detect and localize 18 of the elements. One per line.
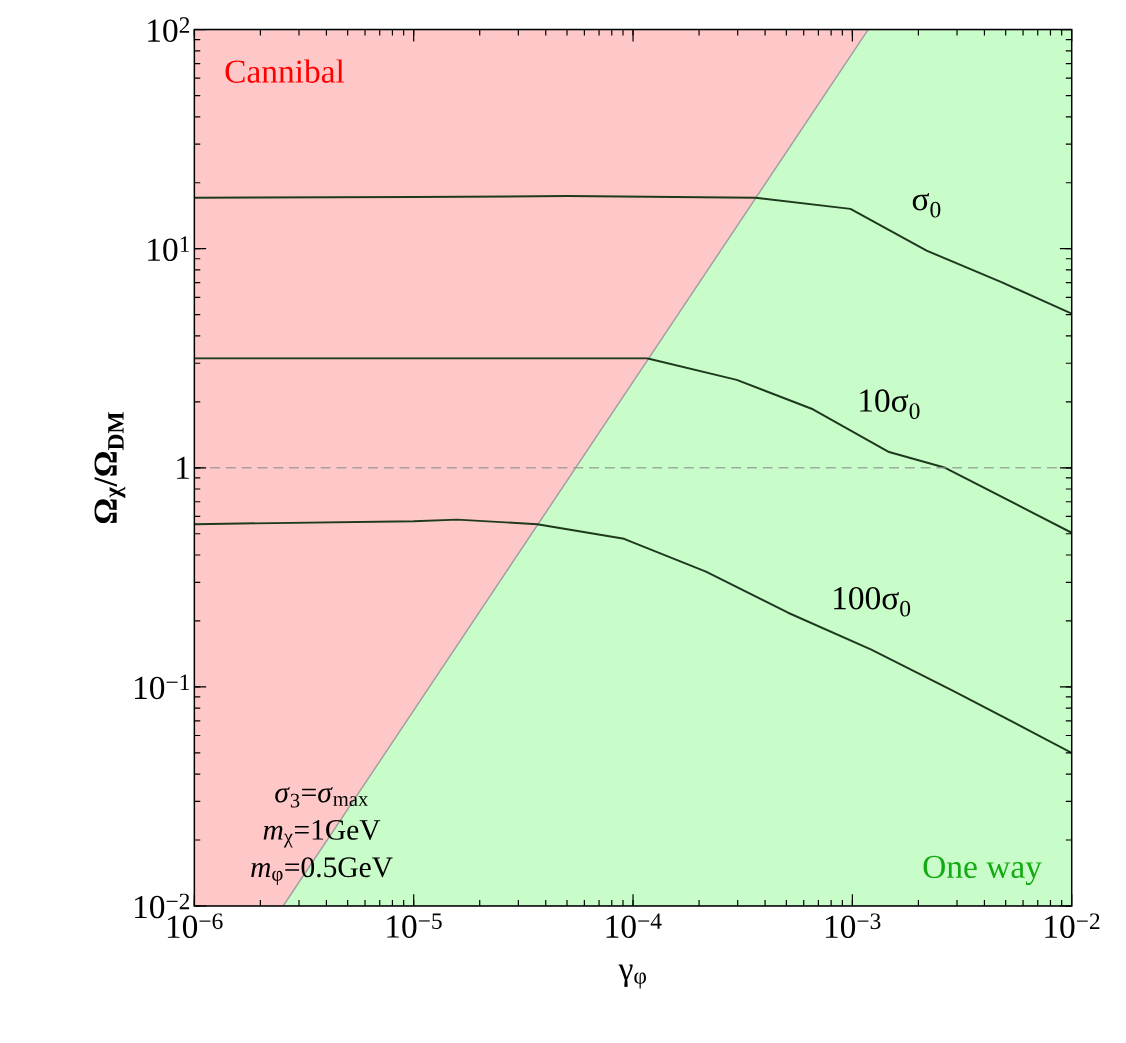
x-axis-title: γ$_{φ}$ [618,964,647,989]
x-tick-label: 10$^{−3}$ [825,913,881,939]
series-label: 100σ$_{0}$ [834,586,911,617]
y-tick-label: 1 [177,456,189,479]
annotation: Cannibal [225,59,345,83]
annotation: m$_{χ}$=1GeV [263,819,381,848]
series-label: 10σ$_{0}$ [860,389,920,419]
y-tick-label: 10$^{2}$ [148,17,190,42]
annotation: m$_{φ}$=0.5GeV [251,857,393,885]
y-tick-label: 10$^{−1}$ [135,674,189,700]
y-tick-label: 10$^{1}$ [148,236,189,261]
x-tick-label: 10$^{−4}$ [606,913,662,938]
text: Ω$_{χ}$/Ω$_{DM}$ [94,412,126,524]
series-label: σ$_{0}$ [912,193,941,218]
annotation: One way [923,855,1042,885]
x-tick-label: 10$^{−2}$ [1045,913,1100,939]
x-tick-label: 10$^{−5}$ [387,913,442,938]
annotation: σ$_{3}$=σ$_{max}$ [275,786,369,808]
